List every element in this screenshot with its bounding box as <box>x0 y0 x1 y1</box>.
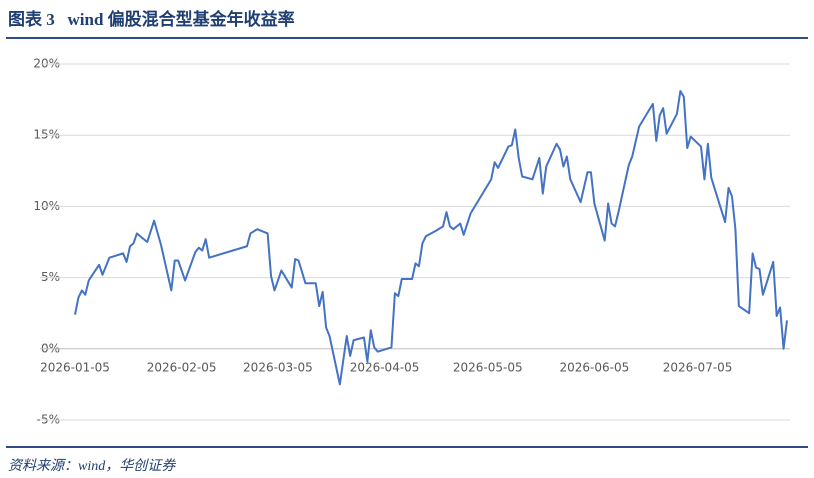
footer-rule <box>6 446 808 448</box>
x-tick-label: 2026-04-05 <box>350 361 420 375</box>
x-tick-label: 2026-03-05 <box>243 361 313 375</box>
x-tick-label: 2026-02-05 <box>147 361 217 375</box>
title-rule <box>6 37 808 39</box>
x-tick-label: 2026-01-05 <box>40 361 110 375</box>
source-note: 资料来源：wind，华创证券 <box>8 459 176 474</box>
chart-title: 图表 3 wind 偏股混合型基金年收益率 <box>8 10 295 29</box>
x-tick-label: 2026-06-05 <box>560 361 630 375</box>
series-line <box>74 90 788 386</box>
x-tick-label: 2026-05-05 <box>453 361 523 375</box>
x-tick-label: 2026-07-05 <box>663 361 733 375</box>
